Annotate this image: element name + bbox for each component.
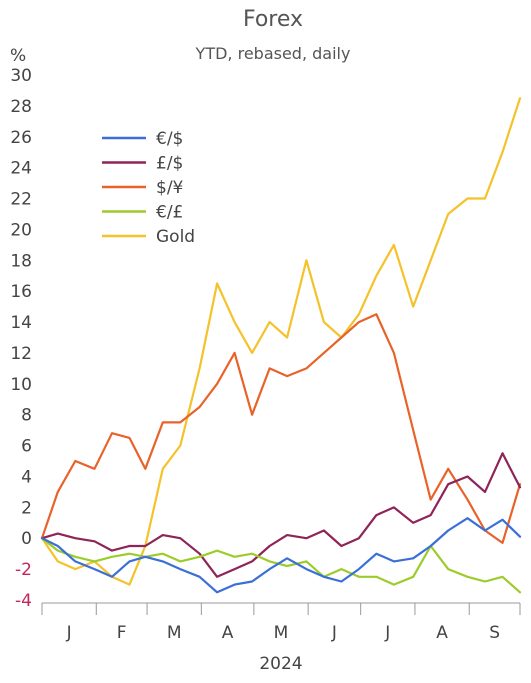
x-tick-label: S [489,623,500,643]
legend: €/$ £/$ $/¥ €/£ Gold [102,129,195,247]
legend-label: €/£ [156,203,183,223]
y-tick-label: 14 [10,313,32,333]
y-tick-label: 6 [21,437,32,457]
x-tick-label: J [384,623,390,643]
series-line-4 [40,97,522,586]
y-tick-label: -2 [15,560,32,580]
x-axis-year-label: 2024 [259,654,302,674]
legend-label: €/$ [156,129,183,149]
y-tick-label: 12 [10,344,32,364]
legend-label: £/$ [156,154,183,174]
legend-label: Gold [156,227,195,247]
y-tick-label: 28 [10,97,32,117]
chart-subtitle: YTD, rebased, daily [195,44,351,63]
y-tick-label: 16 [10,282,32,302]
y-tick-label: 4 [21,467,32,487]
y-tick-label: 20 [10,220,32,240]
y-axis-unit-label: % [10,46,26,66]
y-tick-label: 0 [21,529,32,549]
x-tick-label: J [66,623,72,643]
legend-label: $/¥ [156,178,184,198]
chart-title: Forex [243,7,303,32]
x-tick-label: A [436,623,448,643]
x-tick-label: M [167,623,182,643]
series-line-2 [40,313,522,545]
y-tick-label: 22 [10,190,32,210]
y-tick-label: 30 [10,66,32,86]
x-tick-label: A [222,623,234,643]
y-tick-label: 24 [10,159,32,179]
y-tick-label: -4 [15,591,32,611]
y-tick-label: 2 [21,498,32,518]
x-tick-label: F [117,623,127,643]
x-tick-label: J [331,623,337,643]
series-line-0 [40,517,522,594]
x-tick-label: M [274,623,289,643]
series-line-1 [40,452,522,578]
series-lines [40,97,522,594]
y-tick-label: 8 [21,406,32,426]
y-tick-label: 26 [10,128,32,148]
series-line-3 [40,537,522,594]
y-tick-label: 18 [10,251,32,271]
y-tick-label: 10 [10,375,32,395]
